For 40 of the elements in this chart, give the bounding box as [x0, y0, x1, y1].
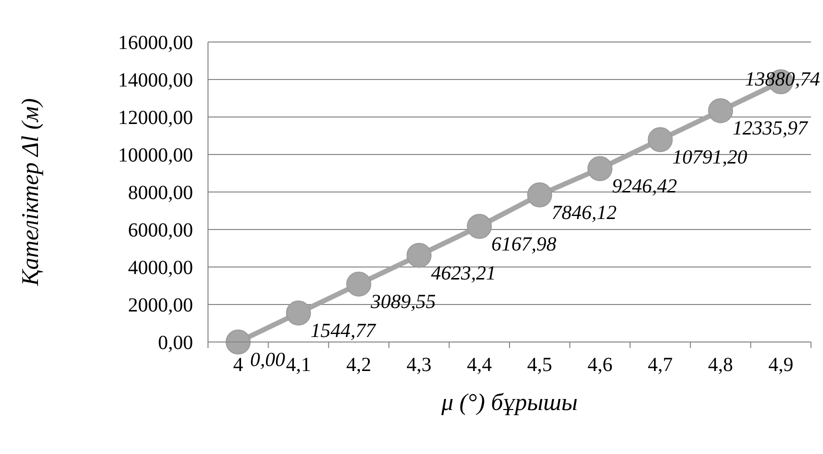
point: [648, 127, 673, 152]
data-label: 0,00: [250, 349, 286, 371]
x-tick-label: 4,2: [346, 354, 372, 376]
y-tick-label: 14000,00: [118, 70, 193, 92]
point: [226, 330, 251, 354]
y-tick-label: 6000,00: [128, 220, 193, 242]
point: [346, 272, 372, 297]
data-label: 6167,98: [491, 233, 556, 256]
x-axis-title: μ (°) бұрышы: [440, 390, 578, 416]
y-tick-label: 2000,00: [128, 294, 193, 316]
y-tick-label: 0,00: [158, 332, 193, 354]
data-label: 4623,21: [431, 262, 496, 284]
x-tick-label: 4,4: [466, 354, 492, 376]
data-label: 7846,12: [552, 202, 617, 224]
point: [466, 214, 492, 239]
data-label: 10791,20: [672, 146, 748, 169]
data-label: 13880,74: [745, 68, 820, 91]
data-label: 1544,77: [310, 320, 376, 342]
x-tick-label: 4,6: [587, 354, 612, 376]
x-tick-label: 4: [233, 354, 244, 376]
y-tick-label: 8000,00: [128, 182, 193, 204]
data-label: 12335,97: [732, 118, 809, 140]
point: [406, 242, 432, 268]
x-tick-label: 4,3: [406, 354, 432, 376]
point: [286, 300, 311, 326]
x-tick-label: 4,9: [768, 354, 794, 376]
x-tick-label: 4,8: [708, 354, 734, 376]
point: [527, 182, 552, 208]
x-tick-label: 4,7: [648, 354, 673, 376]
data-label: 3089,55: [370, 291, 436, 314]
y-tick-label: 12000,00: [118, 107, 193, 129]
point: [587, 156, 612, 182]
y-tick-label: 16000,00: [118, 32, 193, 54]
point: [708, 98, 734, 124]
y-tick-label: 4000,00: [128, 257, 193, 279]
x-tick-label: 4,5: [527, 354, 552, 376]
x-tick-label: 4,1: [286, 354, 311, 376]
y-axis-title: Қателіктер Δl (м): [18, 98, 44, 287]
y-tick-label: 10000,00: [118, 144, 193, 166]
data-label: 9246,42: [612, 176, 677, 198]
